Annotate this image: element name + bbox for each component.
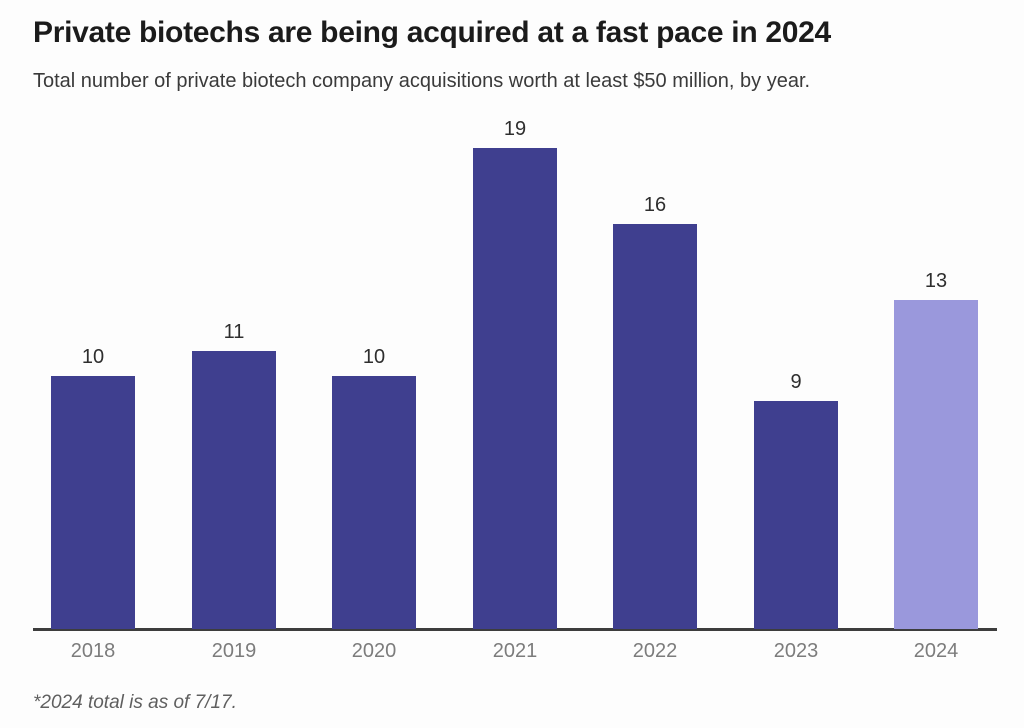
x-tick-label-2024: 2024 <box>913 640 959 662</box>
bar-value-label-2021: 19 <box>503 118 527 140</box>
x-tick-label-2021: 2021 <box>492 640 538 662</box>
bar-2021 <box>473 148 557 629</box>
bar-2023 <box>754 401 838 629</box>
bar-2024 <box>894 300 978 629</box>
bar-value-label-2022: 16 <box>643 194 667 216</box>
x-tick-label-2019: 2019 <box>211 640 257 662</box>
x-tick-label-2020: 2020 <box>351 640 397 662</box>
bar-2019 <box>192 351 276 629</box>
bar-value-label-2019: 11 <box>223 321 245 343</box>
bar-value-label-2018: 10 <box>81 346 105 368</box>
x-tick-label-2023: 2023 <box>773 640 819 662</box>
bar-2018 <box>51 376 135 629</box>
x-tick-label-2022: 2022 <box>632 640 678 662</box>
bar-value-label-2023: 9 <box>790 371 802 393</box>
chart-footnote: *2024 total is as of 7/17. <box>33 692 237 713</box>
chart-title: Private biotechs are being acquired at a… <box>33 16 831 49</box>
bar-2020 <box>332 376 416 629</box>
bar-2022 <box>613 224 697 629</box>
bar-value-label-2024: 13 <box>924 270 948 292</box>
x-tick-label-2018: 2018 <box>70 640 116 662</box>
bar-value-label-2020: 10 <box>362 346 386 368</box>
chart-subtitle: Total number of private biotech company … <box>33 70 811 92</box>
x-axis-line <box>33 628 997 631</box>
